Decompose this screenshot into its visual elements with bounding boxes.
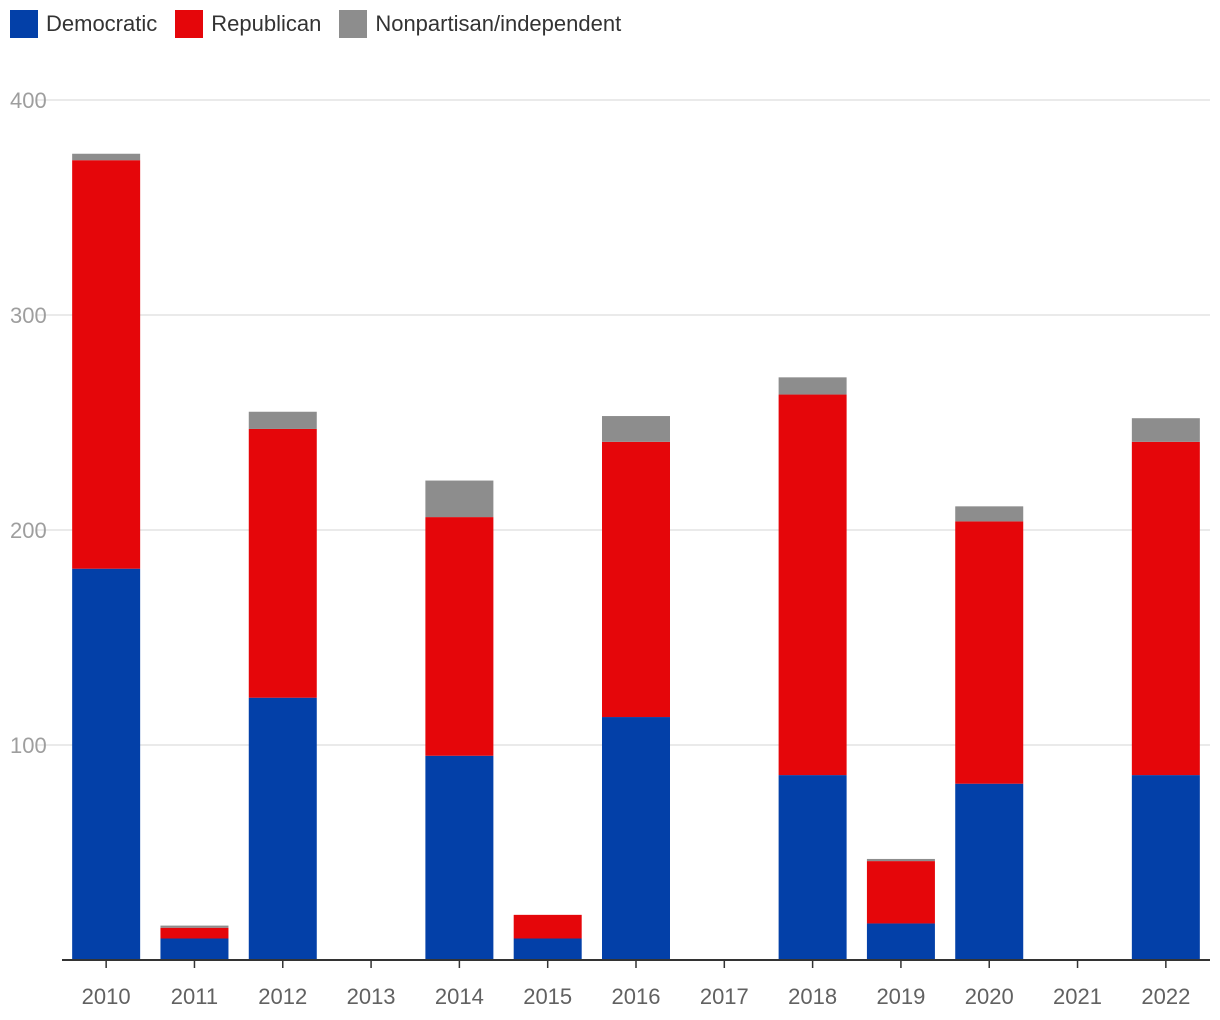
bar-2014-democratic bbox=[425, 755, 494, 960]
x-tick-label-2017: 2017 bbox=[700, 984, 749, 1009]
bar-2012-republican bbox=[248, 428, 317, 698]
x-tick-label-2014: 2014 bbox=[435, 984, 484, 1009]
bar-2020-democratic bbox=[955, 783, 1024, 960]
bar-2022-democratic bbox=[1131, 775, 1200, 960]
bar-2014-nonpartisan-independent bbox=[425, 480, 494, 518]
bar-2015-republican bbox=[513, 914, 582, 939]
bar-2016-republican bbox=[602, 441, 670, 718]
x-tick-label-2012: 2012 bbox=[258, 984, 307, 1009]
bar-2011-republican bbox=[160, 927, 229, 939]
y-tick-label-200: 200 bbox=[10, 518, 47, 543]
y-tick-label-400: 400 bbox=[10, 88, 47, 113]
bar-2020-republican bbox=[955, 521, 1024, 784]
x-tick-label-2018: 2018 bbox=[788, 984, 837, 1009]
bar-2019-democratic bbox=[866, 923, 935, 960]
legend-item-republican: Republican bbox=[175, 10, 321, 38]
bar-2019-nonpartisan-independent bbox=[866, 858, 935, 862]
bar-2012-democratic bbox=[248, 697, 317, 960]
x-tick-label-2019: 2019 bbox=[876, 984, 925, 1009]
x-tick-label-2010: 2010 bbox=[82, 984, 131, 1009]
bar-2010-nonpartisan-independent bbox=[72, 153, 141, 161]
x-tick-label-2015: 2015 bbox=[523, 984, 572, 1009]
bar-2016-democratic bbox=[602, 717, 670, 960]
bar-2019-republican bbox=[866, 861, 935, 924]
legend-item-democratic: Democratic bbox=[10, 10, 157, 38]
legend-label-nonpartisan: Nonpartisan/independent bbox=[375, 11, 622, 36]
legend-item-nonpartisan: Nonpartisan/independent bbox=[339, 10, 621, 38]
y-tick-label-300: 300 bbox=[10, 303, 47, 328]
bar-2014-republican bbox=[425, 517, 494, 756]
bar-2018-republican bbox=[778, 394, 847, 776]
bar-2016-nonpartisan-independent bbox=[602, 416, 670, 442]
bar-2010-republican bbox=[72, 160, 141, 569]
bar-2022-republican bbox=[1131, 441, 1200, 776]
x-tick-label-2022: 2022 bbox=[1141, 984, 1190, 1009]
y-tick-label-100: 100 bbox=[10, 733, 47, 758]
bar-2018-democratic bbox=[778, 775, 847, 960]
bar-2022-nonpartisan-independent bbox=[1131, 418, 1200, 442]
bar-2015-democratic bbox=[513, 938, 582, 960]
x-tick-label-2011: 2011 bbox=[171, 984, 218, 1009]
legend-swatch-democratic bbox=[10, 10, 38, 38]
legend-swatch-nonpartisan bbox=[339, 10, 368, 38]
x-tick-label-2020: 2020 bbox=[965, 984, 1014, 1009]
bar-2011-nonpartisan-independent bbox=[160, 925, 229, 928]
bar-2020-nonpartisan-independent bbox=[955, 506, 1024, 522]
legend-label-republican: Republican bbox=[211, 11, 322, 36]
bar-2010-democratic bbox=[72, 568, 141, 960]
bar-2012-nonpartisan-independent bbox=[248, 411, 317, 429]
x-tick-label-2016: 2016 bbox=[612, 984, 661, 1009]
x-tick-label-2021: 2021 bbox=[1053, 984, 1102, 1009]
bar-2011-democratic bbox=[160, 938, 229, 960]
legend-label-democratic: Democratic bbox=[46, 11, 158, 36]
legend: Democratic Republican Nonpartisan/indepe… bbox=[10, 10, 621, 38]
legend-swatch-republican bbox=[175, 10, 204, 38]
bar-2018-nonpartisan-independent bbox=[778, 377, 847, 395]
x-tick-label-2013: 2013 bbox=[347, 984, 396, 1009]
